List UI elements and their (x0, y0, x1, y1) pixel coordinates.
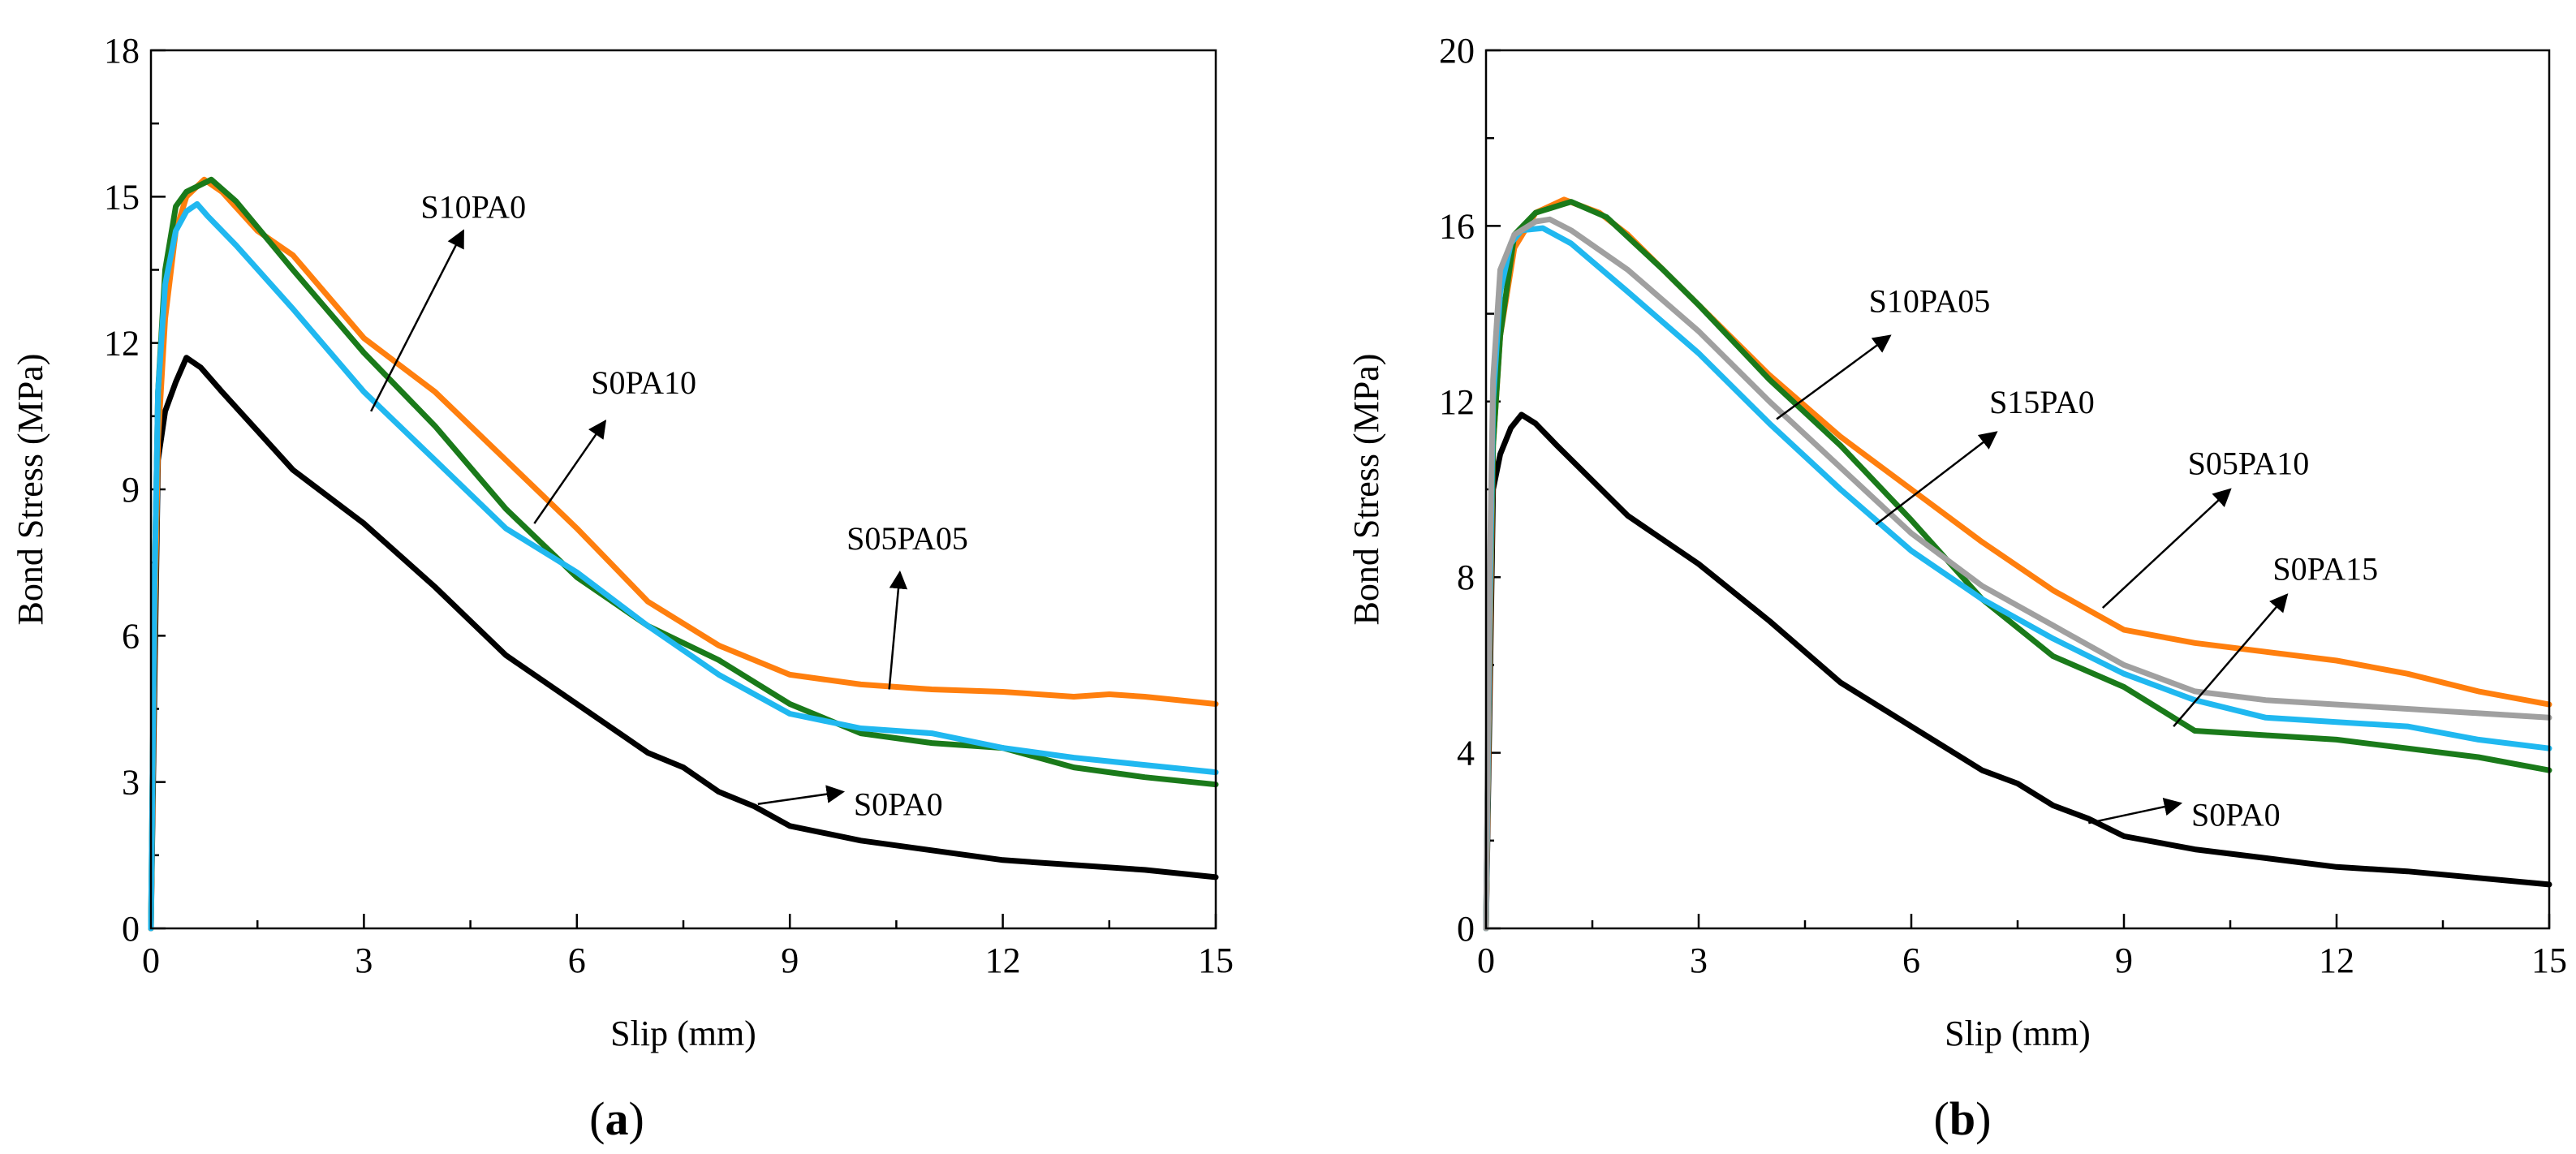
x-tick-label: 3 (355, 941, 373, 980)
x-tick-label: 0 (1477, 941, 1495, 980)
x-tick-label: 9 (2115, 941, 2133, 980)
series-line-s0pa0 (148, 355, 1219, 932)
y-tick-label: 16 (1439, 206, 1475, 246)
panel-a-label: (a) (589, 1092, 644, 1145)
panel-b-annotations: S10PA05 S15PA0 S05PA10 S0PA15 S0PA0 (1776, 282, 2378, 833)
x-tick-label: 9 (781, 941, 799, 980)
annotation-label: S15PA0 (1989, 384, 2095, 420)
chart-panel-b: 0 3 6 9 12 15 0 4 8 12 16 20 S10PA05 S15PA0 S05PA10 S0… (1346, 31, 2567, 1145)
panel-a-frame (149, 49, 1217, 930)
x-tick-label: 15 (1198, 941, 1234, 980)
series-line-s10pa0 (148, 200, 1219, 932)
x-tick-label: 3 (1690, 941, 1708, 980)
annotation-arrow (2101, 488, 2232, 609)
annotation-arrow (1875, 431, 1998, 526)
panel-b-series (1483, 196, 2552, 932)
y-tick-label: 9 (122, 470, 140, 510)
x-tick-label: 0 (142, 941, 160, 980)
panel-a-label-letter: a (605, 1092, 629, 1145)
series-line-s0pa10 (148, 176, 1219, 932)
series-line-s0pa0 (1483, 411, 2552, 932)
y-tick-label: 3 (122, 763, 140, 803)
chart-panel-a: 0 3 6 9 12 15 0 3 6 9 12 15 18 S10PA0 S0PA10 S05PA05 S0… (11, 31, 1234, 1145)
annotation-label: S10PA0 (420, 188, 526, 225)
series-line-s10pa05 (1483, 199, 2552, 932)
y-tick-label: 0 (122, 909, 140, 949)
annotation-arrow (757, 785, 846, 805)
annotation-label: S05PA10 (2188, 446, 2310, 482)
x-tick-label: 6 (568, 941, 586, 980)
y-tick-label: 20 (1439, 31, 1475, 71)
annotation-label: S0PA10 (591, 364, 696, 401)
y-tick-label: 18 (104, 31, 140, 71)
series-line-s15pa0 (1483, 225, 2552, 932)
y-tick-label: 12 (104, 324, 140, 364)
panel-b-frame (1484, 49, 2551, 930)
panel-b-ticks: 0 3 6 9 12 15 0 4 8 12 16 20 (1439, 31, 2567, 980)
panel-a-series (148, 176, 1219, 932)
annotation-arrow (1776, 334, 1892, 420)
annotation-arrow (533, 419, 607, 524)
annotation-arrow (370, 229, 464, 412)
y-tick-label: 8 (1457, 558, 1475, 597)
y-tick-label: 0 (1457, 909, 1475, 949)
panel-a-ylabel: Bond Stress (MPa) (11, 354, 50, 626)
y-tick-label: 12 (1439, 382, 1475, 422)
panel-b-label-letter: b (1949, 1092, 1975, 1145)
annotation-label: S0PA0 (2191, 796, 2281, 833)
panel-a-annotations: S10PA0 S0PA10 S05PA05 S0PA0 (370, 188, 968, 823)
annotation-arrow (2088, 798, 2183, 825)
y-tick-label: 4 (1457, 734, 1475, 773)
panel-a-ticks: 0 3 6 9 12 15 0 3 6 9 12 15 18 (104, 31, 1234, 980)
panel-b-label: (b) (1934, 1092, 1992, 1145)
x-tick-label: 12 (2319, 941, 2354, 980)
series-line-s0pa15 (1483, 216, 2552, 932)
y-tick-label: 6 (122, 616, 140, 656)
panel-b-ylabel: Bond Stress (MPa) (1346, 354, 1386, 626)
annotation-label: S0PA0 (854, 786, 943, 823)
x-tick-label: 15 (2531, 941, 2567, 980)
annotation-label: S05PA05 (846, 520, 968, 557)
annotation-label: S0PA15 (2272, 550, 2378, 587)
annotation-arrow (888, 570, 908, 690)
x-tick-label: 12 (985, 941, 1021, 980)
annotation-label: S10PA05 (1869, 282, 1991, 319)
annotation-arrow (2173, 593, 2289, 727)
y-tick-label: 15 (104, 177, 140, 217)
panel-a-xlabel: Slip (mm) (610, 1014, 756, 1053)
x-tick-label: 6 (1902, 941, 1920, 980)
panel-b-xlabel: Slip (mm) (1945, 1014, 2091, 1053)
